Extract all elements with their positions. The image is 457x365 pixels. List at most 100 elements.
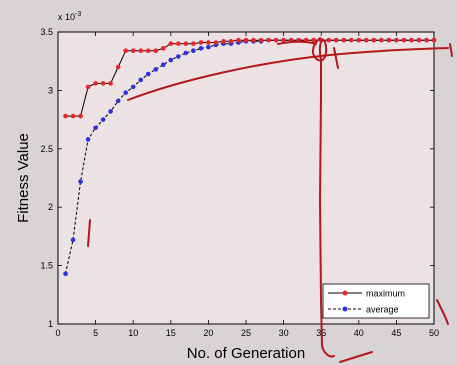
legend-label-maximum: maximum xyxy=(366,289,405,299)
data-point-maximum xyxy=(70,113,76,119)
data-point-average xyxy=(183,50,189,56)
y-tick-label: 1.5 xyxy=(40,261,53,271)
data-point-average xyxy=(78,179,83,184)
y-tick-label: 3.5 xyxy=(40,27,53,37)
x-tick-label: 0 xyxy=(55,328,60,338)
data-point-maximum xyxy=(341,37,347,43)
x-tick-label: 15 xyxy=(166,328,176,338)
data-point-maximum xyxy=(386,37,392,43)
data-point-maximum xyxy=(213,40,219,45)
data-point-maximum xyxy=(424,37,429,43)
annotation-right-edge xyxy=(436,299,449,325)
data-point-maximum xyxy=(266,37,271,43)
data-point-maximum xyxy=(93,81,98,86)
data-point-maximum xyxy=(251,37,256,43)
x-axis-label: No. of Generation xyxy=(187,345,305,362)
data-point-maximum xyxy=(348,37,354,43)
annotation-strokes xyxy=(87,37,453,363)
data-point-maximum xyxy=(243,37,249,43)
data-point-maximum xyxy=(236,37,241,43)
data-point-average xyxy=(115,98,121,104)
data-point-maximum xyxy=(333,37,339,43)
legend-marker-average xyxy=(342,306,348,312)
data-point-maximum xyxy=(371,37,377,43)
annotation-vertical-loop xyxy=(312,37,335,358)
data-point-maximum xyxy=(123,48,128,53)
data-point-maximum xyxy=(228,39,234,44)
data-point-maximum xyxy=(160,46,166,51)
data-point-maximum xyxy=(379,37,384,43)
data-point-maximum xyxy=(364,37,369,43)
data-point-maximum xyxy=(130,48,136,53)
data-point-average xyxy=(93,125,98,131)
data-point-maximum xyxy=(221,39,226,44)
data-point-maximum xyxy=(176,41,181,46)
data-point-maximum xyxy=(183,41,189,46)
data-point-average xyxy=(138,77,144,83)
plot-area xyxy=(57,31,435,325)
data-point-maximum xyxy=(138,48,144,53)
data-point-maximum xyxy=(100,81,106,86)
annotation-right-top xyxy=(449,43,453,57)
x-tick-label: 40 xyxy=(354,328,364,338)
series-layer xyxy=(63,37,437,277)
data-point-average xyxy=(176,54,181,59)
annotation-tick-mark xyxy=(333,47,339,69)
x-tick-label: 50 xyxy=(429,328,439,338)
series-maximum xyxy=(63,37,437,119)
data-point-average xyxy=(123,90,128,96)
y-tick-label: 2.5 xyxy=(40,144,53,154)
data-point-maximum xyxy=(431,37,437,43)
data-point-average xyxy=(100,117,106,122)
y-tick-label: 1 xyxy=(48,319,53,329)
data-point-maximum xyxy=(258,37,264,43)
data-point-average xyxy=(85,137,91,142)
x-tick-label: 20 xyxy=(203,328,213,338)
data-point-maximum xyxy=(356,37,362,43)
legend: maximum average xyxy=(322,283,430,319)
annotation-bottom-stroke xyxy=(339,351,373,363)
data-point-maximum xyxy=(273,37,279,43)
annotation-curve-upper xyxy=(127,47,449,101)
data-point-maximum xyxy=(78,113,83,119)
x-tick-label: 30 xyxy=(279,328,289,338)
legend-label-average: average xyxy=(366,305,399,315)
data-point-maximum xyxy=(206,40,211,45)
data-point-maximum xyxy=(401,37,407,43)
data-point-maximum xyxy=(311,37,316,43)
x-tick-label: 5 xyxy=(93,328,98,338)
data-point-average xyxy=(70,237,76,243)
y-axis-label: Fitness Value xyxy=(15,133,32,223)
data-point-maximum xyxy=(416,37,422,43)
legend-marker-maximum xyxy=(342,290,348,296)
data-point-average xyxy=(160,62,166,68)
data-point-average xyxy=(168,57,174,63)
data-point-maximum xyxy=(63,113,68,119)
x-tick-label: 25 xyxy=(241,328,251,338)
y-tick-label: 2 xyxy=(48,202,53,212)
data-point-average xyxy=(63,271,68,277)
y-multiplier-label: x 10-3 xyxy=(58,11,81,22)
data-point-maximum xyxy=(108,81,113,86)
data-point-maximum xyxy=(85,84,91,90)
data-point-maximum xyxy=(281,37,286,43)
data-point-average xyxy=(145,71,151,77)
data-point-average xyxy=(206,44,211,50)
data-point-maximum xyxy=(409,37,414,43)
x-tick-label: 10 xyxy=(128,328,138,338)
data-point-average xyxy=(191,48,196,53)
data-point-maximum xyxy=(326,37,332,43)
legend-box xyxy=(322,283,430,319)
data-point-average xyxy=(198,46,204,51)
data-point-maximum xyxy=(145,48,151,53)
data-point-average xyxy=(130,84,136,90)
data-point-maximum xyxy=(198,40,204,45)
data-point-maximum xyxy=(191,41,196,46)
x-tick-label: 45 xyxy=(391,328,401,338)
data-point-maximum xyxy=(394,37,399,43)
data-point-maximum xyxy=(115,64,121,70)
y-tick-label: 3 xyxy=(48,85,53,95)
data-point-average xyxy=(153,67,159,72)
